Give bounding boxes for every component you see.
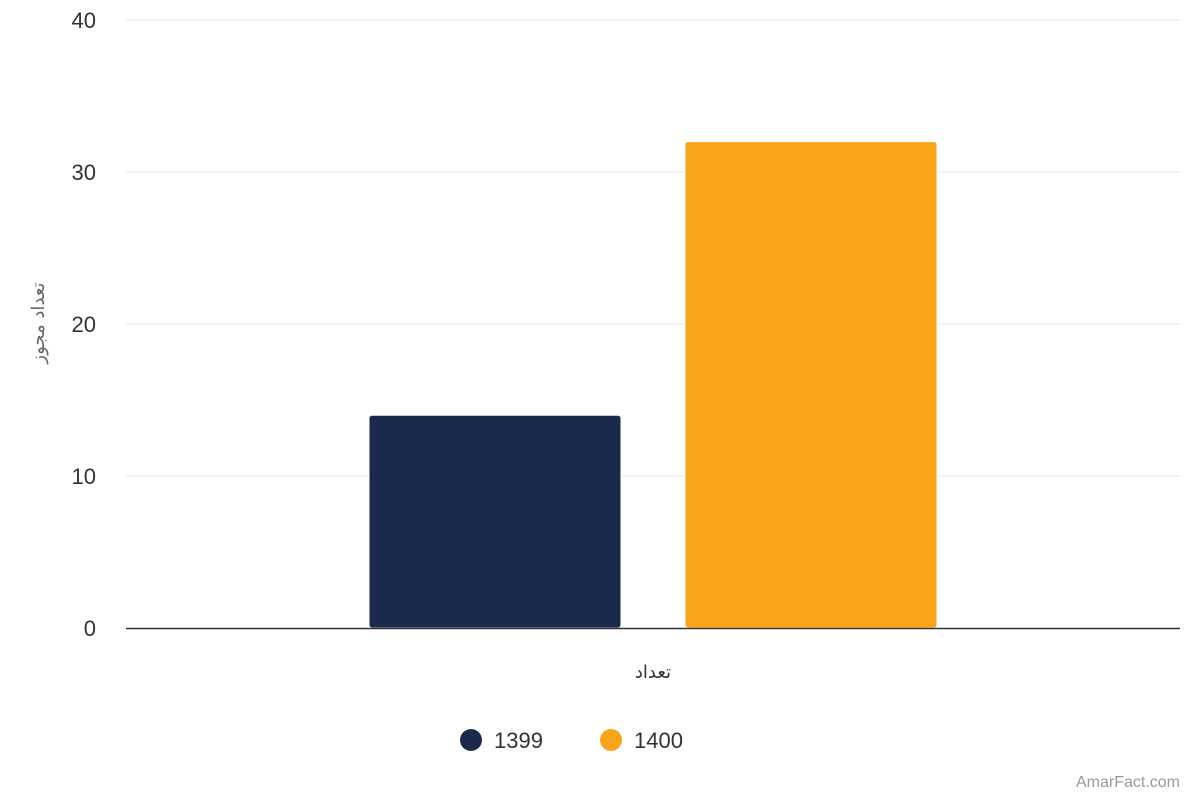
x-category-label: تعداد (635, 662, 671, 683)
y-axis-label: تعداد مجوز (28, 282, 49, 364)
legend-label: 1400 (634, 728, 683, 753)
y-tick-label: 0 (84, 616, 96, 641)
y-axis-ticks: 0 10 20 30 40 (72, 8, 96, 641)
x-axis-categories: تعداد (635, 662, 671, 683)
legend-marker (460, 729, 482, 751)
credit-text[interactable]: AmarFact.com (1075, 774, 1180, 791)
bars (368, 141, 938, 629)
y-tick-label: 10 (72, 464, 96, 489)
bar-1400[interactable] (684, 141, 938, 629)
legend[interactable]: 1399 1400 (460, 728, 683, 753)
y-tick-label: 20 (72, 312, 96, 337)
legend-label: 1399 (494, 728, 543, 753)
y-tick-label: 40 (72, 8, 96, 33)
grid-lines (126, 19, 1180, 477)
bar-1399[interactable] (368, 414, 622, 629)
y-tick-label: 30 (72, 160, 96, 185)
legend-item-1399[interactable]: 1399 (460, 728, 543, 753)
legend-item-1400[interactable]: 1400 (600, 728, 683, 753)
legend-marker (600, 729, 622, 751)
